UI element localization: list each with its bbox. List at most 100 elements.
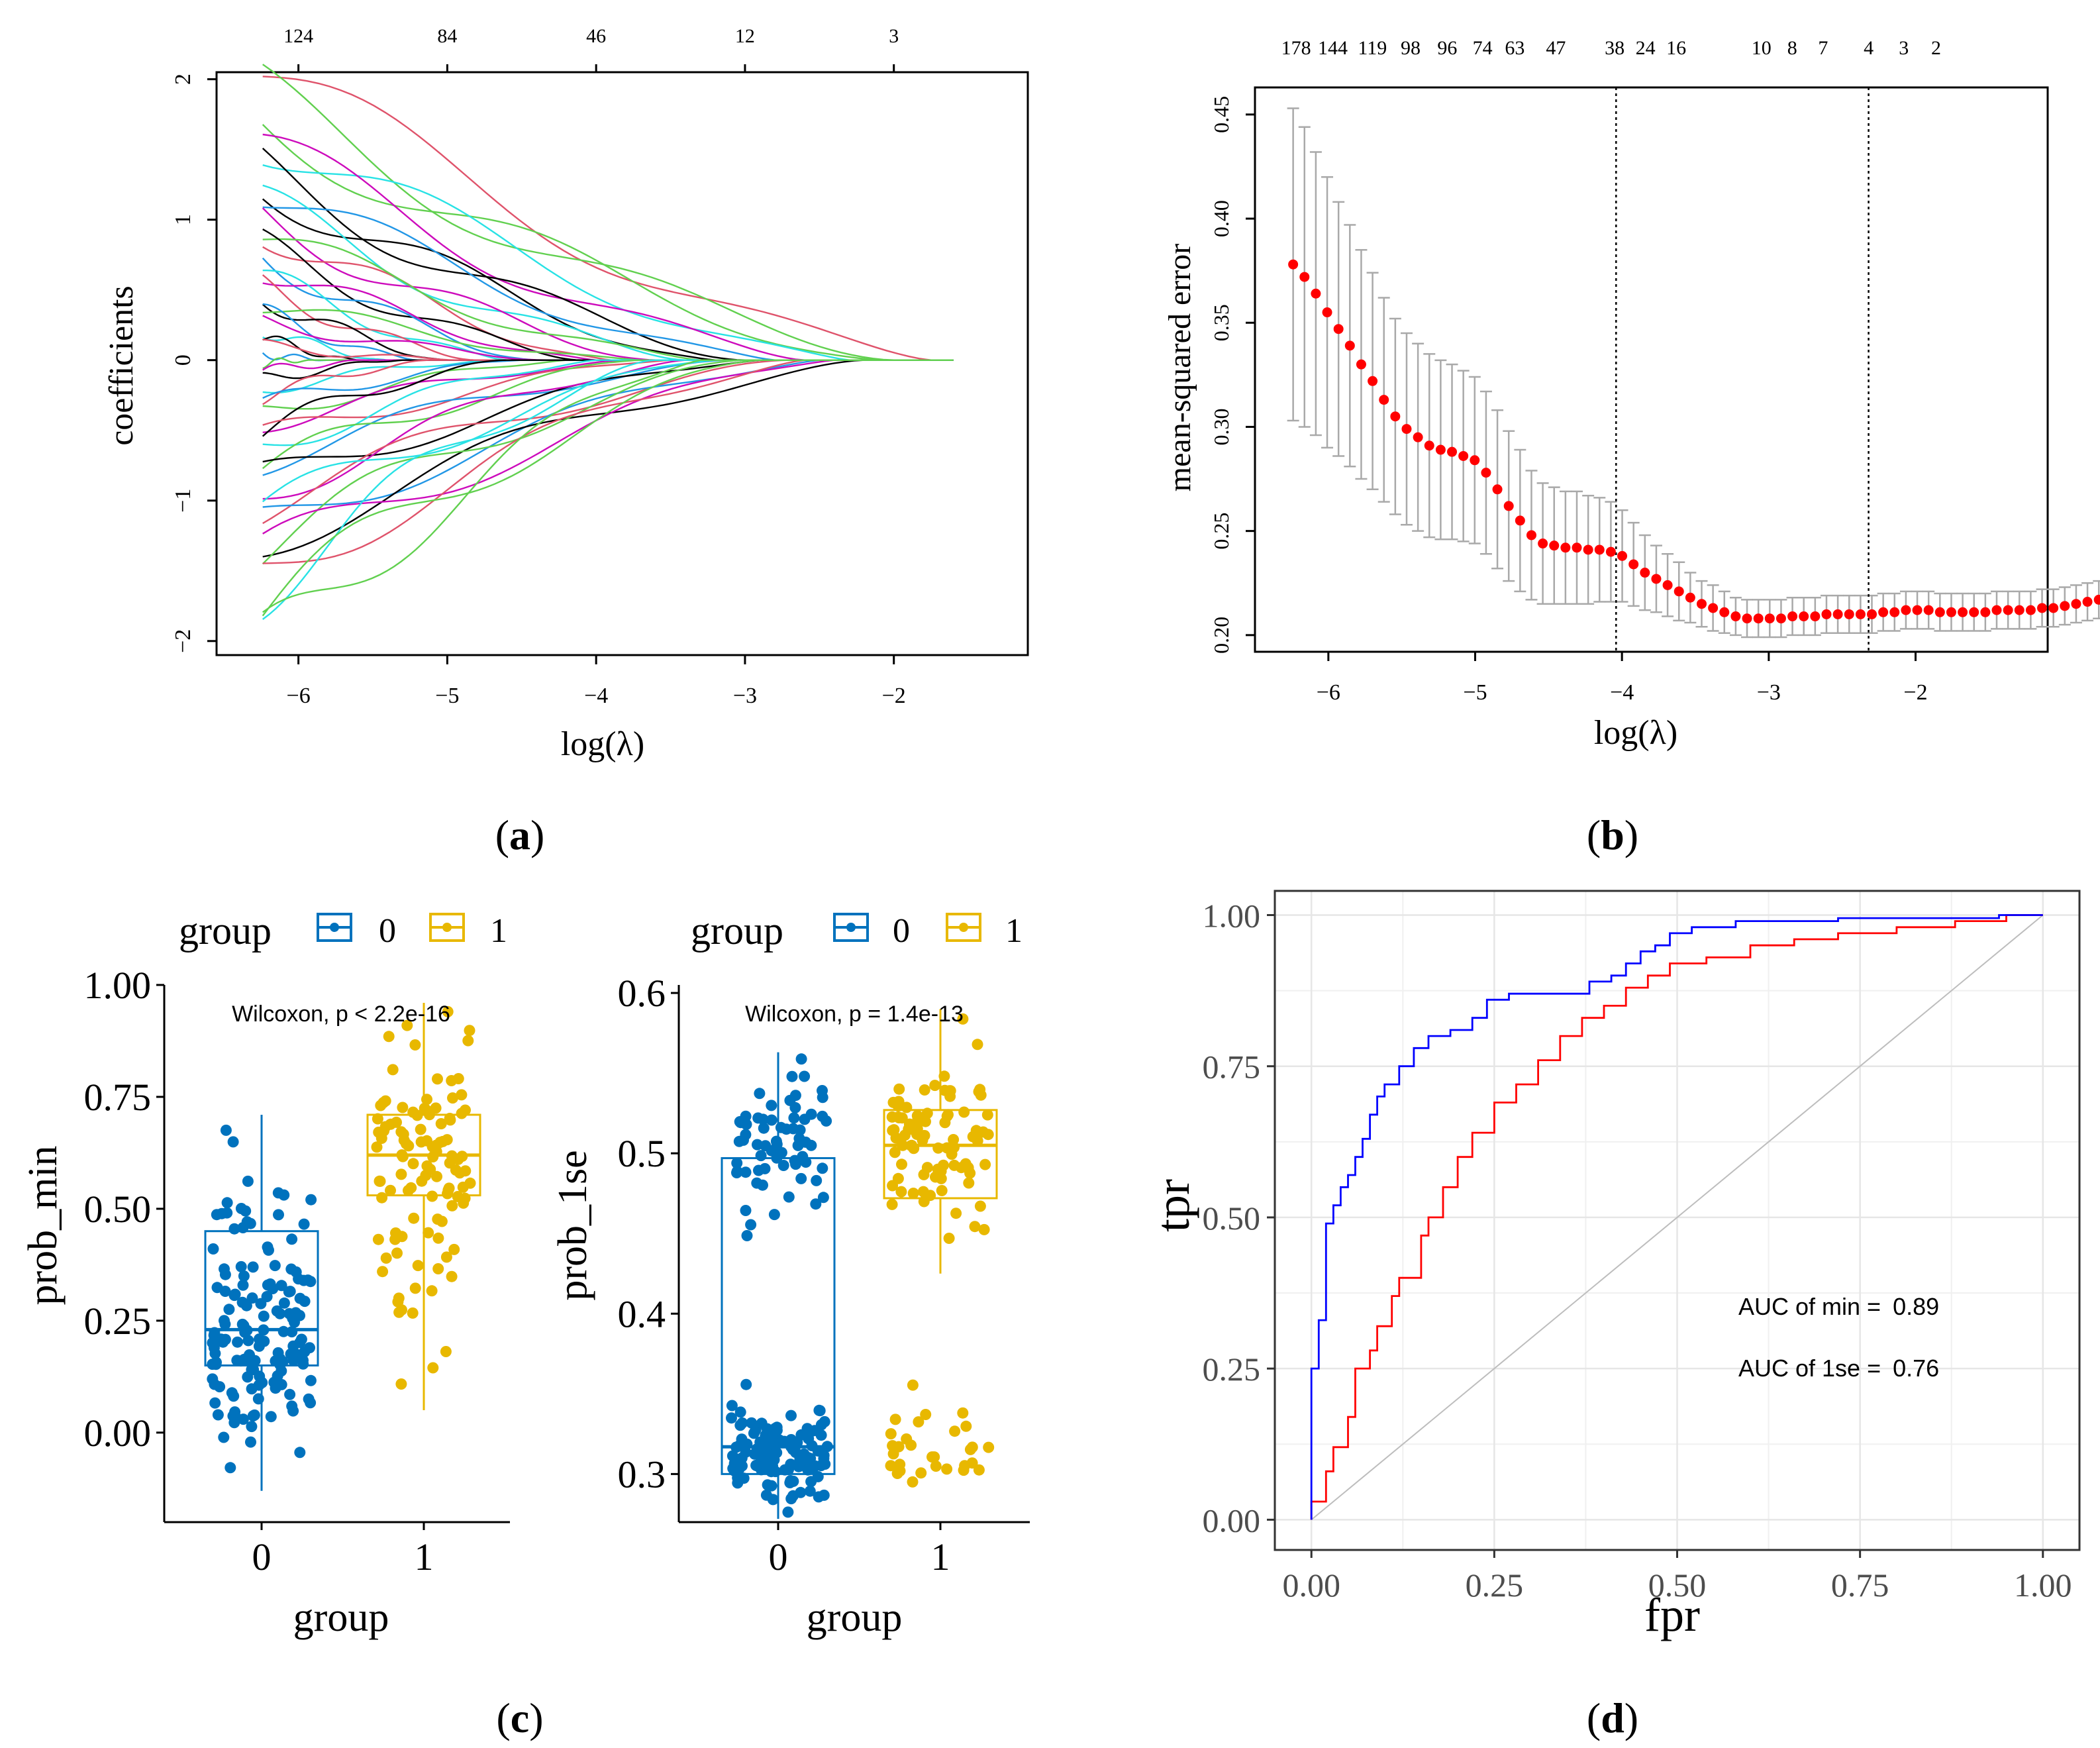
- data-point: [740, 1166, 752, 1178]
- data-point: [456, 1107, 468, 1119]
- data-point: [793, 1461, 805, 1472]
- auc-1se-value: 0.76: [1893, 1355, 1939, 1382]
- panel-a-plot-box: [215, 71, 1029, 656]
- data-point: [943, 1233, 955, 1244]
- coefficient-path: [262, 282, 954, 361]
- mse-point: [1311, 288, 1321, 299]
- data-point: [784, 1094, 796, 1106]
- data-point: [929, 1080, 941, 1092]
- data-point: [286, 1326, 298, 1338]
- data-point: [265, 1411, 277, 1423]
- mse-point: [2014, 605, 2025, 615]
- panel-a-xlabel: log(λ): [561, 725, 644, 763]
- top-tick-label: 98: [1401, 37, 1421, 59]
- data-point: [305, 1397, 317, 1409]
- data-point: [395, 1378, 407, 1390]
- data-point: [821, 1441, 833, 1453]
- y-tick-label: 0.3: [618, 1453, 666, 1496]
- x-tick-label: 0.25: [1466, 1567, 1524, 1604]
- mse-point: [1946, 607, 1956, 617]
- data-point: [818, 1449, 830, 1461]
- data-point: [447, 1092, 458, 1104]
- data-point: [798, 1448, 810, 1460]
- data-point: [378, 1125, 390, 1137]
- panel-c-left-plot: 0.00 0.25 0.50 0.75 1.00 0 1: [84, 964, 510, 1578]
- top-tick-label: 4: [1864, 37, 1874, 59]
- data-point: [974, 1084, 986, 1096]
- data-point: [407, 1106, 419, 1118]
- data-point: [374, 1175, 385, 1187]
- coefficient-path: [262, 359, 954, 620]
- data-point: [407, 1158, 419, 1170]
- panel-b: −6 −5 −4 −3 −2 0.20 0.25 0.30 0.35 0.40 0.45 178 144…: [1162, 37, 2100, 858]
- data-point: [885, 1428, 897, 1440]
- roc-curve-min: [1310, 914, 2043, 1520]
- data-point: [787, 1443, 799, 1455]
- data-point: [238, 1270, 250, 1282]
- mse-point: [1878, 607, 1889, 617]
- data-point: [442, 1005, 454, 1017]
- data-point: [456, 1089, 468, 1101]
- top-tick-label: 84: [437, 25, 457, 47]
- data-point: [430, 1146, 442, 1158]
- y-tick-label: 2: [171, 74, 195, 85]
- data-point: [738, 1472, 750, 1484]
- data-point: [731, 1157, 743, 1169]
- data-point: [812, 1470, 824, 1482]
- data-point: [395, 1168, 407, 1180]
- data-point: [813, 1404, 825, 1416]
- coefficient-path: [262, 359, 954, 613]
- mse-point: [1640, 568, 1650, 578]
- roc-curve-1se: [1310, 914, 2043, 1520]
- y-tick-label: 1.00: [84, 964, 152, 1007]
- data-point: [887, 1448, 899, 1460]
- data-point: [258, 1310, 270, 1322]
- panel-d-roc-plot: 0.00 0.25 0.50 0.75 1.00 0.00 0.25 0.50 0.75 1.00: [1203, 890, 2081, 1604]
- data-point: [978, 1223, 990, 1235]
- mse-point: [1458, 450, 1469, 461]
- data-point: [409, 1282, 421, 1294]
- data-point: [443, 1182, 455, 1194]
- data-point: [267, 1283, 279, 1294]
- data-point: [271, 1305, 283, 1317]
- x-tick-label: −2: [882, 684, 906, 708]
- mse-point: [1594, 544, 1605, 555]
- data-point: [895, 1186, 907, 1198]
- mse-point: [1958, 607, 1968, 617]
- x-tick-label: 0.50: [1648, 1567, 1707, 1604]
- data-point: [768, 1209, 780, 1221]
- x-tick-label: 1: [415, 1535, 434, 1578]
- data-point: [950, 1208, 962, 1219]
- mse-point: [1605, 546, 1616, 557]
- data-point: [919, 1084, 930, 1096]
- data-point: [405, 1182, 417, 1194]
- data-point: [889, 1147, 901, 1158]
- panel-c-left-legend: group 0 1: [179, 909, 507, 952]
- panel-c-right-ylabel: prob_1se: [550, 1150, 595, 1300]
- panel-d-ylabel: tpr: [1146, 1179, 1199, 1232]
- coefficient-path: [262, 359, 954, 437]
- data-point: [446, 1270, 458, 1282]
- data-point: [218, 1431, 230, 1443]
- data-point: [771, 1424, 783, 1436]
- mse-point: [1991, 605, 2002, 615]
- coefficient-path: [262, 133, 954, 361]
- data-point: [275, 1378, 287, 1390]
- mse-point: [1730, 611, 1741, 622]
- mse-point: [1356, 359, 1366, 370]
- data-point: [771, 1447, 783, 1459]
- data-point: [793, 1133, 805, 1145]
- mse-point: [1583, 544, 1593, 555]
- data-point: [297, 1355, 309, 1366]
- data-point: [789, 1155, 801, 1166]
- data-point: [901, 1102, 913, 1113]
- data-point: [785, 1410, 797, 1421]
- mse-point: [1560, 542, 1571, 553]
- mse-point: [1288, 259, 1299, 270]
- data-point: [207, 1359, 219, 1370]
- data-point: [740, 1205, 752, 1216]
- y-tick-label: 0.40: [1209, 200, 1233, 237]
- data-point: [272, 1187, 284, 1199]
- data-point: [278, 1297, 290, 1309]
- data-point: [907, 1476, 919, 1488]
